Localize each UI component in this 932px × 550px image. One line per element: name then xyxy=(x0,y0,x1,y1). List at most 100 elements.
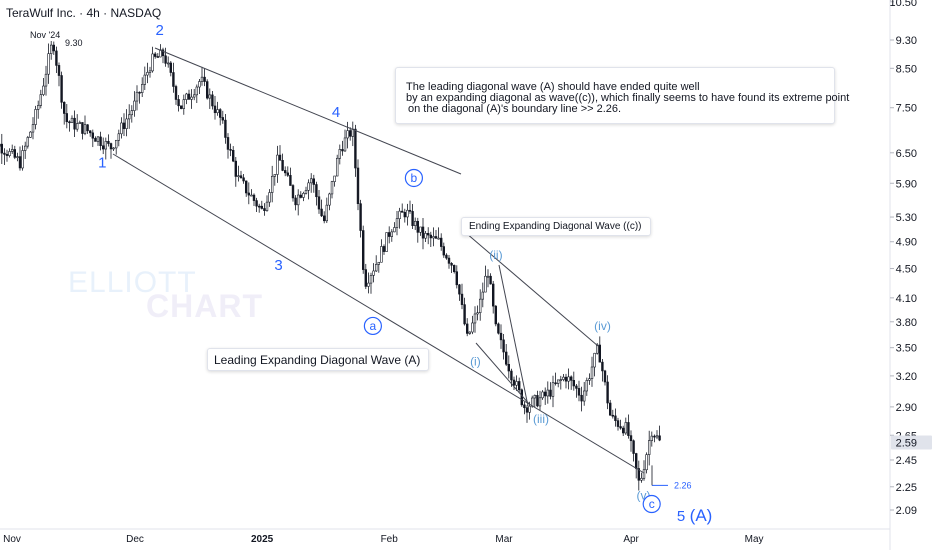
candle-body xyxy=(283,170,287,174)
candle-body xyxy=(507,363,510,372)
candle-body xyxy=(603,370,607,383)
candle-body xyxy=(5,154,9,156)
candle-body xyxy=(536,395,539,407)
upper-diagonal-line xyxy=(154,47,462,175)
price-tick-label: 6.50 xyxy=(896,148,917,160)
candle-body xyxy=(182,99,185,109)
candle-body xyxy=(307,182,310,191)
candle-body xyxy=(107,140,110,144)
candle-body xyxy=(265,201,269,211)
candle-body xyxy=(232,149,235,162)
candle-body xyxy=(320,208,323,217)
candle-body xyxy=(411,211,414,226)
candle-body xyxy=(421,226,425,239)
candle-body xyxy=(52,44,56,52)
candle-body xyxy=(304,189,308,194)
analysis-note[interactable]: The leading diagonal wave (A) should hav… xyxy=(395,67,849,124)
candle-body xyxy=(39,94,43,106)
candle-body xyxy=(187,93,191,100)
candle-body xyxy=(299,194,302,198)
candle-body xyxy=(276,154,279,175)
candle-body xyxy=(47,53,50,75)
wave-label-primary: 4 xyxy=(332,104,340,121)
candle-body xyxy=(382,246,386,252)
candle-body xyxy=(426,233,430,236)
candle-body xyxy=(42,85,45,95)
candle-body xyxy=(291,185,295,199)
candle-body xyxy=(190,96,193,100)
candle-body xyxy=(239,175,243,179)
candle-body xyxy=(471,322,474,333)
price-tick-label: 5.30 xyxy=(896,212,917,224)
candle-body xyxy=(434,236,438,239)
price-tick-label: 8.50 xyxy=(896,63,917,75)
candle-body xyxy=(455,271,458,286)
candle-body xyxy=(629,435,633,442)
price-tick-label: 2.45 xyxy=(896,455,917,467)
candle-body xyxy=(468,331,471,334)
candle-body xyxy=(29,131,32,138)
candle-body xyxy=(73,117,76,130)
candle-body xyxy=(437,237,440,240)
candle-body xyxy=(112,147,115,150)
candle-body xyxy=(341,149,344,152)
candle-body xyxy=(647,440,651,455)
candle-body xyxy=(65,113,69,123)
wave-label-primary: 2 xyxy=(156,22,164,39)
candle-body xyxy=(374,264,378,272)
candle-body xyxy=(143,74,146,85)
candle-body xyxy=(49,44,53,54)
candle-body xyxy=(250,194,253,197)
wave-label-primary: 3 xyxy=(274,257,282,274)
candle-body xyxy=(257,205,261,208)
candle-body xyxy=(211,94,214,107)
inner-wave-line xyxy=(498,264,529,407)
candle-body xyxy=(442,246,445,256)
candle-body xyxy=(478,298,482,313)
candle-body xyxy=(616,420,620,427)
candle-body xyxy=(31,124,35,133)
candle-body xyxy=(562,376,565,380)
candle-body xyxy=(429,234,432,239)
candle-body xyxy=(16,156,19,158)
candle-body xyxy=(169,62,172,73)
low-marker-value: 2.26 xyxy=(674,480,692,490)
candle-body xyxy=(245,180,248,194)
candle-body xyxy=(260,205,263,209)
candle-body xyxy=(34,109,37,125)
candle-body xyxy=(309,178,313,184)
candle-body xyxy=(216,109,219,114)
candle-body xyxy=(424,233,427,239)
candle-body xyxy=(369,275,373,284)
candle-body xyxy=(585,380,589,392)
candle-body xyxy=(452,264,456,273)
candle-body xyxy=(99,136,102,147)
inner-diagonal-lower-line xyxy=(475,342,531,406)
candle-body xyxy=(525,407,529,413)
candle-body xyxy=(122,122,126,129)
candle-body xyxy=(502,339,505,353)
candle-body xyxy=(372,270,375,276)
candle-body xyxy=(655,435,659,438)
candle-body xyxy=(206,81,209,99)
candle-body xyxy=(390,231,393,237)
candle-body xyxy=(494,305,497,325)
candle-body xyxy=(499,332,503,341)
candle-body xyxy=(484,275,487,293)
watermark-line2: CHART xyxy=(146,288,263,324)
candle-body xyxy=(486,275,490,278)
candle-body xyxy=(624,422,628,434)
candle-body xyxy=(458,284,461,295)
price-tick-label: 4.90 xyxy=(896,237,917,249)
candle-body xyxy=(78,122,82,124)
ending-diagonal-label[interactable]: Ending Expanding Diagonal Wave ((c)) xyxy=(461,217,651,236)
inner-diagonal-upper-line xyxy=(465,232,599,347)
candle-body xyxy=(268,192,271,203)
leading-diagonal-label[interactable]: Leading Expanding Diagonal Wave (A) xyxy=(207,348,430,371)
candle-body xyxy=(601,361,604,372)
candle-body xyxy=(348,130,352,137)
candle-body xyxy=(364,269,367,287)
candle-body xyxy=(346,130,349,139)
candle-body xyxy=(359,203,362,231)
